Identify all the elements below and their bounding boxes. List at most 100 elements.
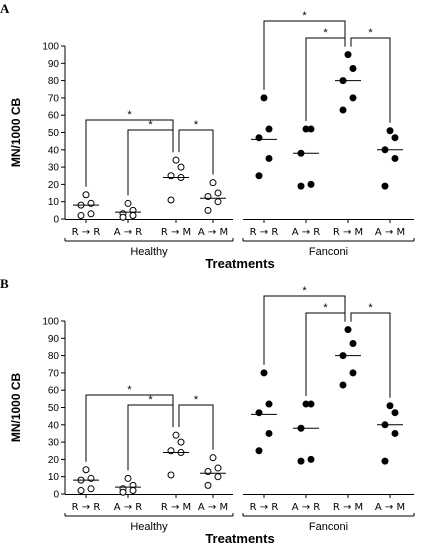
data-point <box>255 447 263 455</box>
data-point <box>307 180 315 188</box>
data-point <box>124 474 132 482</box>
significance-bracket <box>263 295 346 365</box>
y-tick-label: 30 <box>48 438 60 449</box>
significance-bracket <box>305 312 346 397</box>
data-point <box>204 206 212 214</box>
y-tick-label: 20 <box>48 180 60 191</box>
significance-star: * <box>323 302 328 314</box>
y-tick-label: 100 <box>42 42 59 53</box>
data-point <box>344 326 352 334</box>
y-tick-label: 0 <box>53 215 59 226</box>
significance-star: * <box>148 119 153 131</box>
data-point <box>167 471 175 479</box>
significance-bracket <box>263 20 346 90</box>
significance-bracket <box>178 404 214 450</box>
data-point <box>307 125 315 133</box>
y-tick-label: 70 <box>48 93 60 104</box>
data-point <box>124 199 132 207</box>
data-point <box>349 339 357 347</box>
y-tick-label: 10 <box>48 472 60 483</box>
x-tick-label: A → M <box>375 502 405 513</box>
data-point <box>349 369 357 377</box>
data-point <box>265 154 273 162</box>
y-tick-label: 90 <box>48 59 60 70</box>
data-point <box>339 106 347 114</box>
data-point <box>339 381 347 389</box>
data-point <box>209 454 217 462</box>
x-tick-label: R → R <box>72 227 101 238</box>
data-point <box>386 127 394 135</box>
data-point <box>349 64 357 72</box>
x-tick-label: R → R <box>250 227 279 238</box>
significance-bracket <box>127 404 174 471</box>
data-point <box>129 212 137 220</box>
data-point <box>129 487 137 495</box>
y-tick-label: 50 <box>48 128 60 139</box>
x-tick-label: R → M <box>333 502 363 513</box>
significance-star: * <box>302 285 307 297</box>
data-point <box>265 429 273 437</box>
data-point <box>265 125 273 133</box>
data-point <box>82 466 90 474</box>
significance-star: * <box>127 109 132 121</box>
x-tick-label: R → R <box>250 502 279 513</box>
group-label: Healthy <box>130 246 168 258</box>
data-point <box>82 191 90 199</box>
significance-star: * <box>368 302 373 314</box>
group-label: Fanconi <box>309 521 348 533</box>
y-tick-label: 50 <box>48 403 60 414</box>
y-tick-label: 0 <box>53 490 59 501</box>
chart-panel-b: B 0 10 20 30 40 50 60 70 80 90 100 MN/1000 CB R → R A … <box>0 275 432 550</box>
y-tick-label: 60 <box>48 386 60 397</box>
significance-star: * <box>194 119 199 131</box>
y-tick-label: 40 <box>48 145 60 156</box>
data-point <box>307 400 315 408</box>
x-axis-label: Treatments <box>205 256 274 271</box>
data-point <box>172 156 180 164</box>
significance-bracket <box>127 129 174 196</box>
data-point <box>344 51 352 59</box>
data-point <box>214 189 222 197</box>
data-point <box>204 481 212 489</box>
data-point <box>381 182 389 190</box>
data-point <box>214 464 222 472</box>
y-axis-label: MN/1000 CB <box>9 97 23 167</box>
y-tick-label: 80 <box>48 76 60 87</box>
data-point <box>297 182 305 190</box>
data-point <box>255 172 263 180</box>
data-point <box>167 196 175 204</box>
x-tick-label: A → M <box>375 227 405 238</box>
data-point <box>77 487 85 495</box>
data-point <box>214 198 222 206</box>
data-point <box>87 210 95 218</box>
data-point <box>307 455 315 463</box>
x-tick-label: A → M <box>198 227 228 238</box>
panel-label: B <box>0 276 9 291</box>
significance-star: * <box>194 394 199 406</box>
x-tick-label: A → R <box>114 502 143 513</box>
data-point <box>297 457 305 465</box>
significance-bracket <box>178 129 214 175</box>
significance-star: * <box>368 27 373 39</box>
data-point <box>119 213 127 221</box>
significance-star: * <box>302 10 307 22</box>
data-point <box>391 409 399 417</box>
group-label: Fanconi <box>309 246 348 258</box>
y-tick-label: 20 <box>48 455 60 466</box>
chart-svg-b: B 0 10 20 30 40 50 60 70 80 90 100 MN/1000 CB R → R A … <box>0 276 415 546</box>
significance-bracket <box>350 37 391 123</box>
x-tick-label: R → R <box>72 502 101 513</box>
data-point <box>391 154 399 162</box>
significance-bracket <box>350 312 391 398</box>
y-tick-label: 100 <box>42 317 59 328</box>
significance-star: * <box>323 27 328 39</box>
y-axis-label: MN/1000 CB <box>9 372 23 442</box>
data-point <box>209 179 217 187</box>
data-point <box>260 94 268 102</box>
x-tick-label: A → M <box>198 502 228 513</box>
x-tick-label: A → R <box>292 227 321 238</box>
x-axis-label: Treatments <box>205 531 274 546</box>
data-point <box>265 400 273 408</box>
data-point <box>349 94 357 102</box>
y-tick-label: 60 <box>48 111 60 122</box>
